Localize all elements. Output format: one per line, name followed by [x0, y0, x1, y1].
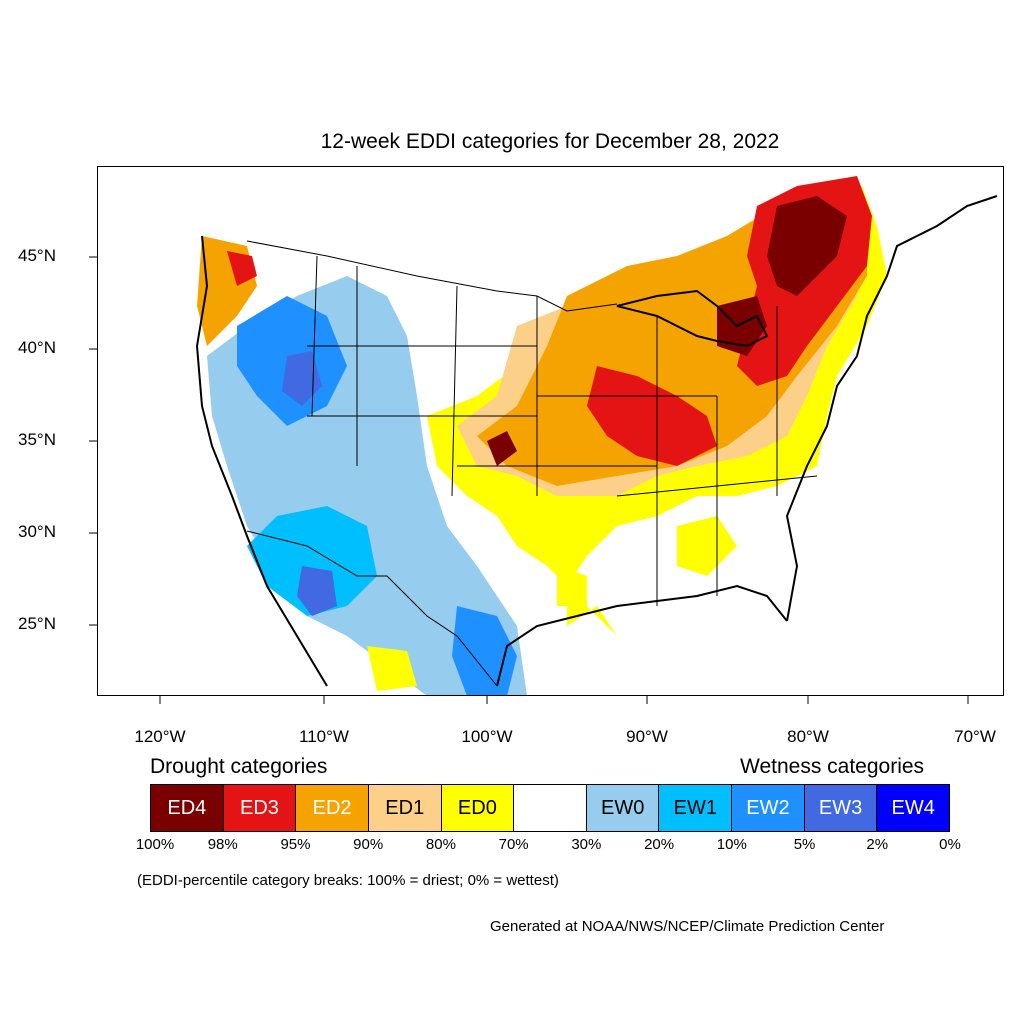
percentile-label: 20% [644, 836, 675, 853]
percentile-label: 10% [716, 836, 747, 853]
ed4-region-oh [717, 296, 767, 356]
lon-label-120: 120°W [134, 727, 186, 746]
legend-box-ew0: EW0 [586, 785, 660, 831]
percentile-label: 70% [498, 836, 529, 853]
lon-label-70: 70°W [954, 727, 996, 746]
legend-box-ed1: ED1 [368, 785, 442, 831]
eddi-map [97, 166, 1004, 696]
lon-label-80: 80°W [787, 727, 829, 746]
coastline-gulf [496, 584, 788, 687]
percentile-label: 98% [207, 836, 238, 853]
nw-drought-red [227, 251, 257, 286]
percentile-label: 80% [425, 836, 456, 853]
percentile-label: 100% [135, 836, 175, 853]
legend-box-neutral [514, 785, 587, 831]
wetness-heading: Wetness categories [740, 755, 925, 778]
ed4-region-ne [767, 196, 847, 296]
canada-border [246, 240, 618, 312]
ed3-region-central [587, 366, 717, 466]
legend-box-ew3: EW3 [804, 785, 878, 831]
category-legend: ED4 ED3 ED2 ED1 ED0 EW0 EW1 EW2 EW3 EW4 [150, 784, 950, 832]
category-note: (EDDI-percentile category breaks: 100% =… [137, 872, 559, 889]
lat-label-40: 40°N [18, 338, 56, 357]
se-drought [677, 516, 737, 576]
ew3-region [282, 351, 322, 406]
lat-label-35: 35°N [18, 430, 56, 449]
mx-drought [367, 646, 417, 691]
percentile-label: 30% [571, 836, 602, 853]
lat-label-25: 25°N [18, 614, 56, 633]
legend-box-ew1: EW1 [659, 785, 733, 831]
mexico-border [246, 530, 498, 687]
legend-box-ed4: ED4 [151, 785, 224, 831]
great-lakes [616, 289, 769, 348]
legend-box-ed0: ED0 [441, 785, 515, 831]
credit-line: Generated at NOAA/NWS/NCEP/Climate Predi… [490, 918, 885, 935]
legend-box-ed2: ED2 [296, 785, 369, 831]
drought-heading: Drought categories [150, 755, 328, 778]
percentile-label: 5% [793, 836, 816, 853]
lon-label-90: 90°W [626, 727, 668, 746]
percentile-label: 95% [280, 836, 311, 853]
ed4-region-ks [487, 431, 517, 466]
percentile-label: 2% [866, 836, 889, 853]
coastline-west [195, 235, 328, 687]
map-title: 12-week EDDI categories for December 28,… [320, 130, 780, 153]
legend-box-ew4: EW4 [877, 785, 950, 831]
percentile-label: 0% [939, 836, 961, 853]
lon-label-110: 110°W [299, 727, 349, 746]
ew3-region-mx [297, 566, 337, 616]
boundary-lines [307, 255, 818, 606]
coastline-east [785, 195, 998, 622]
lat-label-45: 45°N [18, 246, 56, 265]
legend-box-ew2: EW2 [732, 785, 805, 831]
lon-label-100: 100°W [461, 727, 513, 746]
tx-drought [557, 566, 587, 606]
legend-box-ed3: ED3 [223, 785, 297, 831]
lat-label-30: 30°N [18, 522, 56, 541]
ew1-region [247, 506, 377, 616]
percentile-label: 90% [353, 836, 384, 853]
